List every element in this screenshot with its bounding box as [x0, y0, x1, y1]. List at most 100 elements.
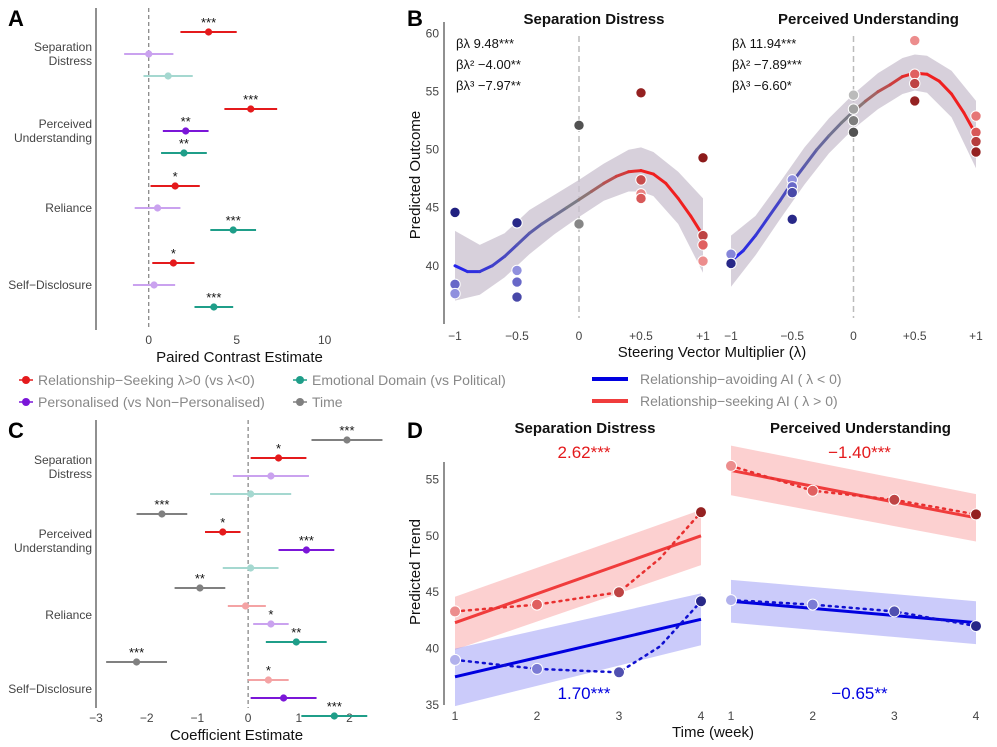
- panel-a: A 0 5 10 Paired Contrast Estimate SeparationD…: [8, 6, 332, 366]
- x-tick-label: −0.5: [780, 329, 804, 343]
- fit-curve-segment: [937, 79, 953, 96]
- fit-curve-segment: [754, 216, 770, 238]
- outcome-label: Self−Disclosure: [8, 278, 92, 292]
- fit-curve-segment: [651, 172, 668, 185]
- fit-curve-segment: [627, 169, 643, 174]
- fit-curve-segment: [639, 169, 655, 176]
- estimate-point: [169, 259, 177, 267]
- y-tick-label: 55: [426, 472, 440, 486]
- x-tick-label: 1: [728, 709, 735, 723]
- estimate-point: [164, 72, 172, 80]
- x-tick-label: 0: [245, 711, 252, 725]
- fit-curve-segment: [676, 196, 693, 218]
- x-tick-label: +1: [696, 329, 710, 343]
- facet: Separation Distress βλ 9.48*** βλ² −4.00**…: [448, 11, 710, 343]
- panel-letter: B: [407, 6, 423, 31]
- data-point: [697, 239, 709, 251]
- facet-title: Perceived Understanding: [770, 420, 951, 437]
- avoiding-confidence-band: [455, 593, 701, 707]
- x-tick-label: 2: [809, 709, 816, 723]
- data-point: [970, 146, 982, 158]
- estimate-point: [292, 638, 300, 646]
- outcome-label: Reliance: [45, 608, 92, 622]
- y-tick-label: 40: [426, 259, 440, 273]
- x-tick-label: 2: [534, 709, 541, 723]
- estimate-point: [267, 472, 275, 480]
- legend-item: Relationship−Seeking λ>0 (vs λ<0): [19, 372, 255, 388]
- avoiding-observed-trend: [729, 598, 978, 628]
- estimate-point: [241, 602, 250, 610]
- x-axis-title: Steering Vector Multiplier (λ): [618, 344, 806, 361]
- facet-title: Separation Distress: [524, 11, 665, 28]
- beta-coefficient: βλ 9.48***: [456, 36, 514, 51]
- data-point: [635, 87, 647, 99]
- fit-curve-segment: [614, 170, 631, 178]
- estimate-point: [302, 546, 311, 554]
- significance-label: *: [171, 246, 176, 261]
- estimate-point: [274, 454, 283, 462]
- x-axis-title: Coefficient Estimate: [170, 727, 303, 744]
- legend-effects: Relationship−Seeking λ>0 (vs λ<0) Emotion…: [19, 372, 506, 410]
- estimate-point: [247, 490, 255, 498]
- avoiding-data-point: [970, 620, 982, 633]
- x-tick-label: 0: [850, 329, 857, 343]
- seeking-data-point: [449, 605, 461, 618]
- estimate-point: [247, 564, 255, 572]
- avoiding-data-point: [888, 605, 901, 618]
- data-point: [970, 110, 982, 122]
- significance-label: **: [195, 571, 205, 586]
- data-point: [511, 276, 523, 288]
- legend-label: Relationship−Seeking λ>0 (vs λ<0): [38, 372, 255, 388]
- y-tick-label: 35: [426, 698, 440, 712]
- significance-label: *: [276, 441, 281, 456]
- significance-label: ***: [154, 497, 169, 512]
- avoiding-data-point: [695, 595, 707, 608]
- fit-curve-segment: [876, 83, 892, 94]
- fit-curve-segment: [503, 243, 519, 258]
- data-point: [449, 206, 461, 219]
- avoiding-slope-label: −0.65**: [831, 684, 888, 703]
- fit-curve-segment: [741, 234, 757, 253]
- beta-coefficient: βλ³ −7.97**: [456, 78, 521, 93]
- outcome-label: Reliance: [45, 201, 92, 215]
- legend-label: Relationship−seeking AI ( λ > 0): [640, 393, 838, 409]
- x-tick-label: −2: [140, 711, 154, 725]
- x-tick-label: 4: [698, 709, 705, 723]
- x-tick-label: −3: [89, 711, 103, 725]
- y-axis-title: Predicted Trend: [407, 519, 424, 625]
- significance-label: **: [181, 114, 191, 129]
- x-tick-label: +1: [969, 329, 983, 343]
- data-point: [573, 119, 585, 132]
- legend-label: Emotional Domain (vs Political): [312, 372, 506, 388]
- x-tick-label: 1: [295, 711, 302, 725]
- beta-coefficient: βλ 11.94***: [732, 36, 796, 51]
- data-point: [573, 218, 585, 230]
- outcome-label: Understanding: [14, 541, 92, 555]
- y-tick-label: 60: [426, 27, 440, 41]
- data-point: [909, 77, 921, 90]
- significance-label: ***: [339, 423, 354, 438]
- estimate-point: [180, 149, 188, 157]
- seeking-data-point: [806, 484, 819, 497]
- outcome-label: Separation: [34, 40, 92, 54]
- x-tick-label: 3: [891, 709, 898, 723]
- data-point: [786, 186, 798, 199]
- significance-label: ***: [226, 213, 241, 228]
- fit-curve-segment: [815, 134, 831, 152]
- fit-curve-segment: [602, 174, 618, 185]
- significance-label: *: [268, 607, 273, 622]
- fit-curve-segment: [664, 181, 680, 200]
- data-point: [511, 264, 523, 277]
- fit-curve-segment: [453, 264, 469, 274]
- x-axis-title: Time (week): [672, 724, 754, 741]
- significance-label: ***: [327, 699, 342, 714]
- fit-curve-segment: [490, 254, 507, 268]
- avoiding-data-point: [806, 598, 819, 611]
- estimate-point: [196, 584, 204, 592]
- significance-label: ***: [129, 645, 144, 660]
- x-tick-label: −1: [724, 329, 738, 343]
- fit-curve-segment: [864, 90, 880, 103]
- fit-curve-segment: [552, 206, 569, 218]
- fit-curve-segment: [577, 189, 593, 202]
